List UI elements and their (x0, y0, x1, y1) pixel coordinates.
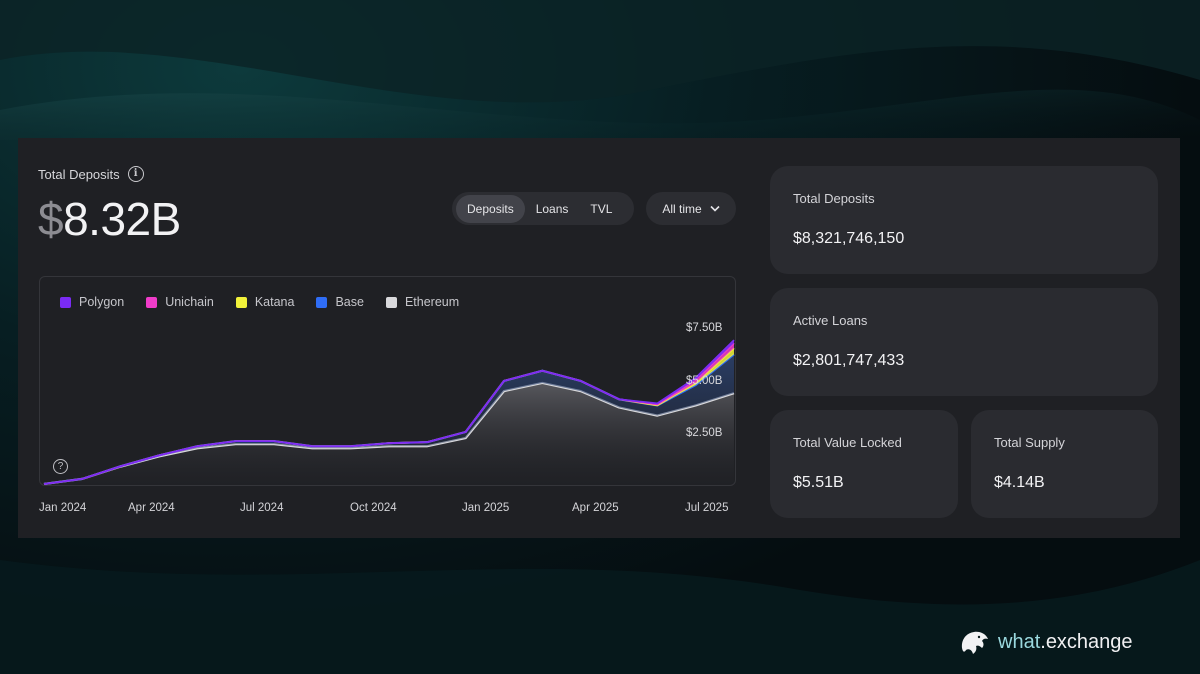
brand-dot: . (1040, 630, 1046, 653)
brand-logo: what.exchange (958, 628, 1133, 656)
legend-item-katana[interactable]: Katana (235, 295, 295, 309)
card-value: $5.51B (793, 474, 844, 491)
chart-legend: Polygon Unichain Katana Base Ethereum (60, 295, 459, 309)
x-tick-label: Jul 2024 (240, 502, 284, 514)
card-label: Total Supply (994, 435, 1065, 450)
tab-deposits[interactable]: Deposits (456, 194, 525, 223)
legend-item-base[interactable]: Base (316, 295, 364, 309)
card-value: $4.14B (994, 474, 1045, 491)
metric-tabs: Deposits Loans TVL (452, 192, 634, 225)
card-total-value-locked: Total Value Locked $5.51B (770, 410, 958, 518)
summary-header: Total Deposits i $8.32B (38, 166, 738, 246)
legend-item-unichain[interactable]: Unichain (146, 295, 214, 309)
card-total-deposits: Total Deposits $8,321,746,150 (770, 166, 1158, 274)
legend-swatch (316, 296, 328, 308)
time-range-label: All time (662, 201, 702, 216)
legend-label: Polygon (79, 295, 125, 309)
total-deposits-value: $8.32B (38, 192, 738, 246)
x-tick-label: Jul 2025 (685, 502, 729, 514)
card-active-loans: Active Loans $2,801,747,433 (770, 288, 1158, 396)
legend-swatch (60, 296, 71, 308)
legend-swatch (235, 296, 247, 308)
chart-plot[interactable] (40, 277, 736, 486)
area-base (44, 354, 734, 484)
card-total-supply: Total Supply $4.14B (971, 410, 1158, 518)
x-tick-label: Apr 2024 (128, 502, 175, 514)
deposits-chart: Polygon Unichain Katana Base Ethereum $7… (39, 276, 736, 486)
time-range-dropdown[interactable]: All time (646, 192, 736, 225)
y-tick-label: $5.00B (686, 375, 723, 387)
x-tick-label: Apr 2025 (572, 502, 619, 514)
tab-loans[interactable]: Loans (535, 201, 569, 216)
card-label: Active Loans (793, 313, 868, 328)
legend-label: Base (335, 295, 364, 309)
x-tick-label: Jan 2025 (462, 502, 510, 514)
x-tick-label: Jan 2024 (39, 502, 87, 514)
currency-symbol: $ (38, 193, 64, 245)
chevron-down-icon (710, 205, 720, 212)
legend-item-ethereum[interactable]: Ethereum (385, 295, 460, 309)
legend-label: Ethereum (404, 295, 460, 309)
deposits-panel: Total Deposits i $8.32B Deposits Loans T… (18, 138, 1180, 538)
summary-title: Total Deposits (38, 166, 120, 182)
legend-swatch (146, 296, 158, 308)
card-value: $8,321,746,150 (793, 230, 905, 247)
card-label: Total Deposits (793, 191, 875, 206)
card-label: Total Value Locked (793, 435, 902, 450)
x-tick-label: Oct 2024 (350, 502, 397, 514)
area-ethereum (44, 382, 734, 485)
amount: 8.32B (63, 193, 181, 245)
legend-item-polygon[interactable]: Polygon (60, 295, 124, 309)
info-icon[interactable]: i (127, 166, 144, 182)
y-tick-label: $2.50B (686, 427, 723, 439)
legend-label: Unichain (165, 295, 214, 309)
question-icon[interactable]: ? (53, 459, 68, 474)
legend-label: Katana (254, 295, 295, 309)
brand-part-1: what (998, 630, 1041, 653)
x-axis: Jan 2024 Apr 2024 Jul 2024 Oct 2024 Jan … (39, 502, 739, 518)
legend-swatch (385, 296, 397, 308)
horse-head-logo (961, 631, 988, 654)
tab-tvl[interactable]: TVL (590, 201, 613, 216)
brand-part-2: exchange (1045, 630, 1133, 653)
y-tick-label: $7.50B (686, 322, 723, 334)
series-line-polygon (43, 339, 735, 485)
card-value: $2,801,747,433 (793, 352, 905, 369)
